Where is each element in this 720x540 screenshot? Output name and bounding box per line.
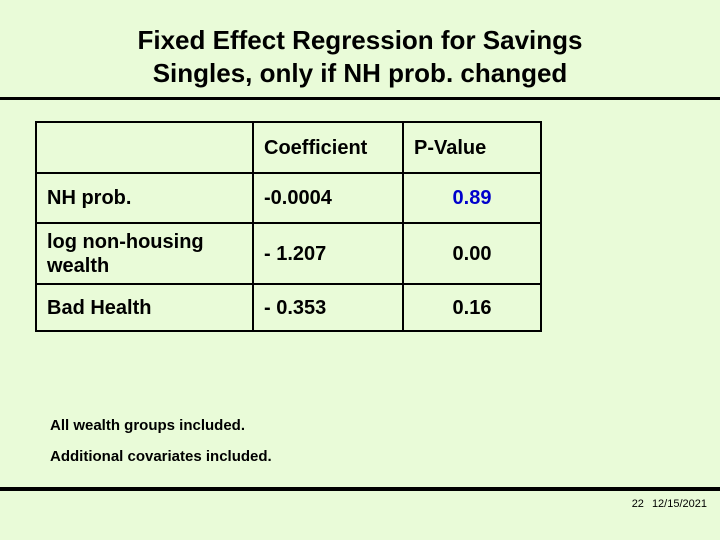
p-value: 0.16 bbox=[402, 283, 542, 332]
footer-divider bbox=[0, 487, 720, 491]
p-value: 0.89 bbox=[402, 172, 542, 224]
note-wealth-groups: All wealth groups included. bbox=[50, 417, 246, 434]
row-label: NH prob. bbox=[35, 172, 254, 224]
title-divider bbox=[0, 97, 720, 100]
p-value: 0.00 bbox=[402, 222, 542, 285]
slide-title: Fixed Effect Regression for Savings Sing… bbox=[0, 24, 720, 90]
table-row: log non-housing wealth - 1.207 0.00 bbox=[35, 222, 542, 285]
table-header-cell-coefficient: Coefficient bbox=[252, 121, 404, 174]
row-label: Bad Health bbox=[35, 283, 254, 332]
table-header-cell-pvalue: P-Value bbox=[402, 121, 542, 174]
slide-number: 22 bbox=[631, 498, 644, 510]
footnotes: All wealth groups included. Additional c… bbox=[50, 417, 272, 479]
coefficient-value: - 1.207 bbox=[252, 222, 404, 285]
slide-title-line-1: Fixed Effect Regression for Savings bbox=[137, 25, 583, 55]
note-covariates: Additional covariates included. bbox=[50, 448, 272, 465]
slide-date: 12/15/2021 bbox=[651, 498, 707, 510]
slide-title-line-2: Singles, only if NH prob. changed bbox=[152, 58, 568, 88]
table-header-row: Coefficient P-Value bbox=[35, 121, 542, 174]
table-row: Bad Health - 0.353 0.16 bbox=[35, 283, 542, 332]
table-header-cell-empty bbox=[35, 121, 254, 174]
row-label: log non-housing wealth bbox=[35, 222, 254, 285]
coefficient-value: -0.0004 bbox=[252, 172, 404, 224]
coefficient-value: - 0.353 bbox=[252, 283, 404, 332]
slide-footer: 22 12/15/2021 bbox=[632, 498, 707, 510]
table-row: NH prob. -0.0004 0.89 bbox=[35, 172, 542, 224]
regression-table: Coefficient P-Value NH prob. -0.0004 0.8… bbox=[35, 121, 542, 332]
